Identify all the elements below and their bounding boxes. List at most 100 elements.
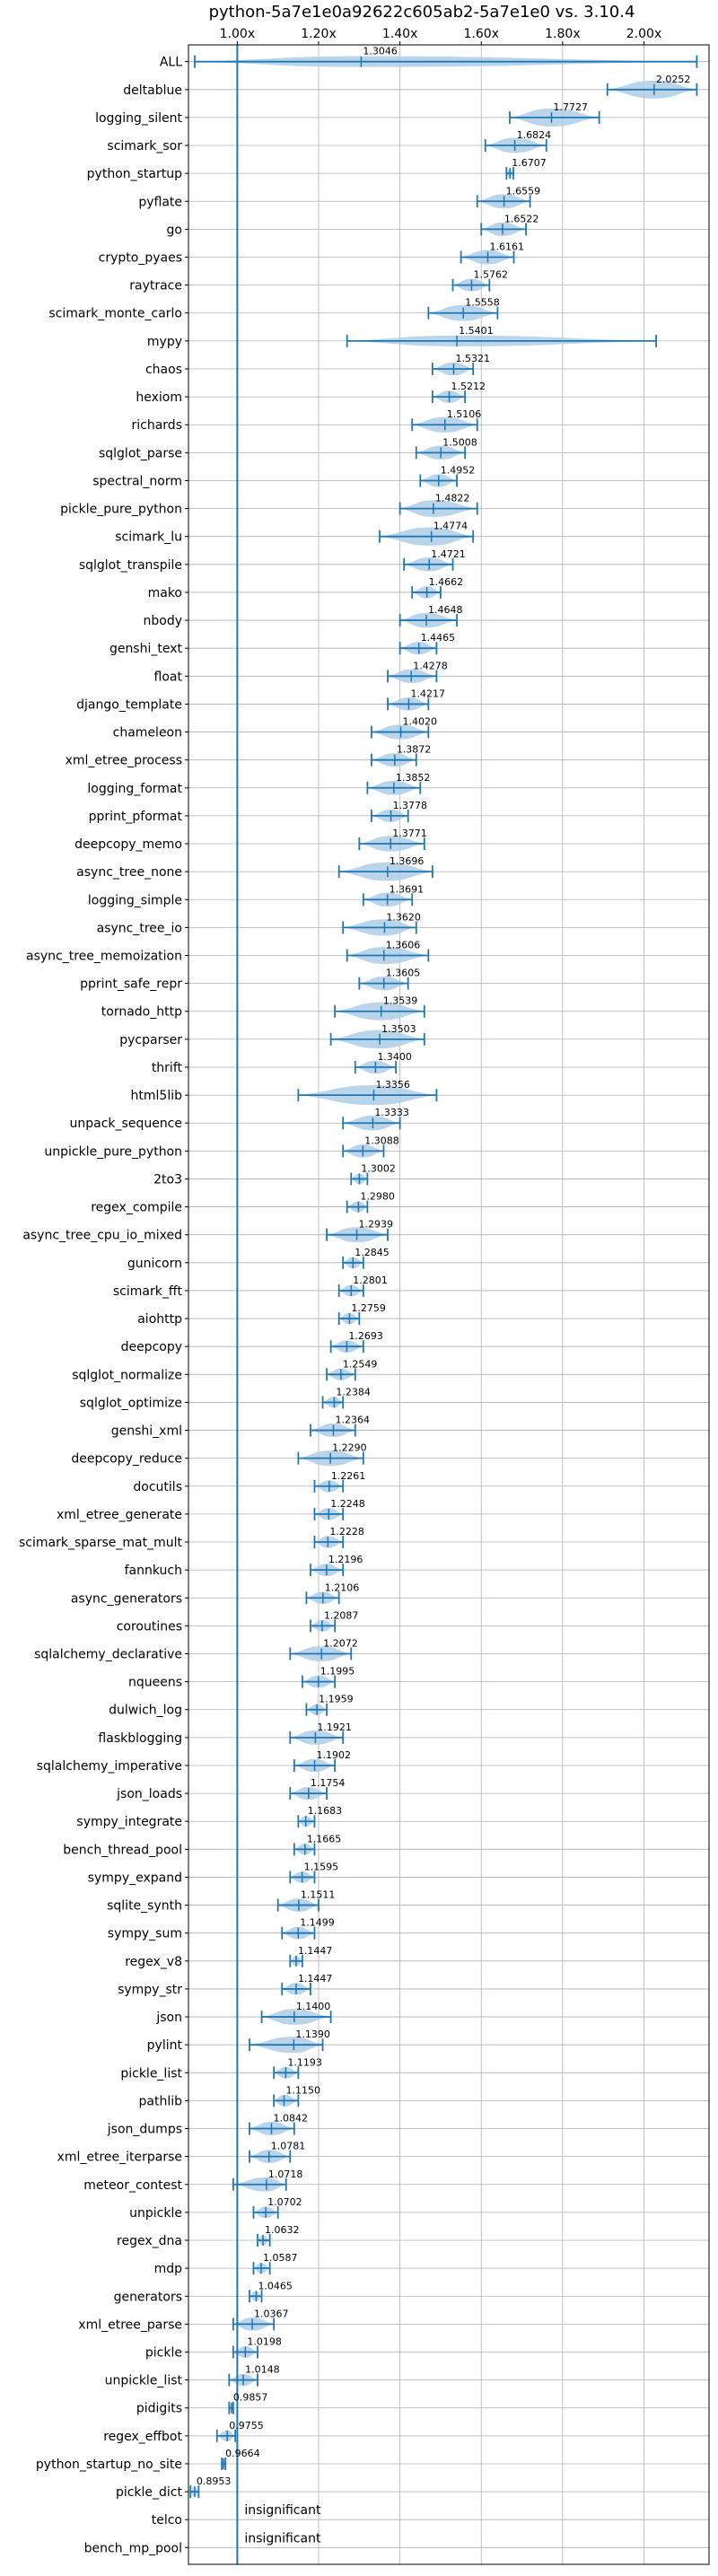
value-label: 0.9664 <box>225 2448 260 2459</box>
value-label: 1.7727 <box>554 101 589 113</box>
value-label: 1.3002 <box>361 1162 396 1174</box>
grid-lines <box>188 45 709 2564</box>
value-label: 1.1499 <box>300 1917 335 1929</box>
benchmark-name: json_dumps <box>107 2123 182 2137</box>
x-tick-label: 1.20x <box>301 27 336 41</box>
benchmark-name: chameleon <box>113 726 182 740</box>
value-label: 1.3333 <box>374 1107 409 1118</box>
benchmark-name: regex_dna <box>117 2234 182 2248</box>
benchmark-name: pprint_safe_repr <box>80 977 182 992</box>
value-label: 1.0632 <box>265 2224 300 2236</box>
value-label: 1.1921 <box>317 1722 352 1733</box>
benchmark-name: regex_effbot <box>103 2430 182 2444</box>
value-label: 1.3778 <box>393 800 428 811</box>
insignificant-note: insignificant <box>244 2531 321 2545</box>
benchmark-name: mdp <box>154 2262 183 2276</box>
value-label: 1.5762 <box>473 269 508 281</box>
value-label: 1.1902 <box>317 1749 352 1761</box>
benchmark-name: html5lib <box>131 1089 183 1103</box>
value-label: 0.8953 <box>197 2475 231 2487</box>
value-label: 1.1959 <box>319 1694 354 1705</box>
value-label: 1.5558 <box>465 297 500 309</box>
benchmark-name: generators <box>114 2290 182 2304</box>
benchmark-name: sympy_str <box>118 1983 182 1997</box>
value-label: 1.3696 <box>390 855 425 867</box>
benchmark-name: ALL <box>160 56 182 70</box>
benchmark-name: genshi_xml <box>111 1424 182 1439</box>
benchmark-name: sqlalchemy_imperative <box>37 1759 182 1774</box>
benchmark-name: raytrace <box>129 279 182 294</box>
value-label: 1.0702 <box>267 2196 302 2208</box>
value-label: 1.5212 <box>451 381 486 392</box>
benchmark-name: xml_etree_iterparse <box>57 2151 182 2165</box>
value-label: 1.1390 <box>295 2028 330 2040</box>
value-label: 1.6161 <box>490 241 525 253</box>
value-label: 1.6559 <box>506 185 541 197</box>
value-label: 1.3872 <box>397 744 432 756</box>
benchmark-name: sqlalchemy_declarative <box>34 1647 182 1661</box>
benchmark-name: pprint_pformat <box>89 810 183 824</box>
value-label: 1.4721 <box>431 548 465 560</box>
benchmark-name: aiohttp <box>137 1312 182 1327</box>
benchmark-name: pidigits <box>136 2402 182 2416</box>
value-label: 1.5008 <box>442 436 477 448</box>
benchmark-name: sympy_sum <box>108 1927 182 1941</box>
value-label: 1.3620 <box>386 911 421 923</box>
value-label: 1.3088 <box>364 1135 399 1146</box>
value-label: 1.4020 <box>403 716 438 728</box>
value-label: 2.0252 <box>656 74 691 85</box>
benchmark-name: deepcopy_memo <box>74 837 182 852</box>
value-label: 1.1447 <box>298 1973 333 1985</box>
benchmark-name: scimark_sparse_mat_mult <box>19 1536 182 1550</box>
value-label: 1.1400 <box>296 2001 331 2012</box>
benchmark-name: pathlib <box>139 2094 183 2108</box>
benchmark-name: python_startup <box>87 167 182 181</box>
benchmark-name: scimark_sor <box>107 139 182 153</box>
value-label: 1.1447 <box>298 1945 333 1957</box>
benchmark-name: sympy_expand <box>88 1871 182 1885</box>
chart-title: python-5a7e1e0a92622c605ab2-5a7e1e0 vs. … <box>209 3 635 22</box>
value-label: 1.2261 <box>331 1470 366 1482</box>
value-label: 1.2290 <box>332 1442 367 1454</box>
value-label: 1.0587 <box>263 2252 298 2264</box>
benchmark-name: deltablue <box>123 83 182 98</box>
value-label: 1.0367 <box>254 2308 289 2319</box>
value-label: 1.2087 <box>324 1609 359 1621</box>
benchmark-name: gunicorn <box>127 1257 182 1271</box>
value-label: 1.2759 <box>351 1302 386 1314</box>
value-label: 1.2845 <box>355 1247 390 1258</box>
benchmark-name: pylint <box>147 2038 183 2053</box>
value-label: 1.4662 <box>429 576 464 588</box>
benchmark-name: coroutines <box>117 1619 182 1634</box>
x-tick-label: 1.00x <box>220 27 255 41</box>
benchmark-name: genshi_text <box>109 642 183 656</box>
benchmark-name: scimark_monte_carlo <box>48 307 182 321</box>
value-label: 1.3691 <box>390 883 425 895</box>
value-label: 1.1595 <box>304 1861 339 1872</box>
value-label: 1.3605 <box>386 968 421 979</box>
plot-frame <box>188 44 710 2565</box>
benchmark-name: async_tree_cpu_io_mixed <box>22 1229 182 1243</box>
x-tick-label: 1.60x <box>464 27 499 41</box>
value-label: 1.2939 <box>359 1219 394 1231</box>
benchmark-name: xml_etree_generate <box>57 1508 182 1522</box>
benchmark-name: meteor_contest <box>83 2178 182 2193</box>
benchmark-name: json <box>155 2011 182 2025</box>
value-label: 1.2801 <box>353 1275 388 1286</box>
benchmark-name: django_template <box>76 697 182 712</box>
benchmark-name: pickle_list <box>120 2066 182 2081</box>
value-label: 1.2693 <box>348 1330 383 1342</box>
benchmark-name: fannkuch <box>125 1564 182 1578</box>
value-label: 0.9857 <box>233 2392 268 2404</box>
value-label: 1.3503 <box>381 1023 416 1035</box>
value-label: 1.3852 <box>396 772 431 784</box>
insignificant-note: insignificant <box>244 2503 321 2518</box>
benchmark-name: flaskblogging <box>98 1731 182 1746</box>
x-tick-label: 1.40x <box>382 27 417 41</box>
benchmark-name: bench_thread_pool <box>63 1843 182 1857</box>
benchmark-name: sqlglot_transpile <box>79 558 182 573</box>
value-label: 1.2384 <box>336 1386 371 1398</box>
value-label: 1.1683 <box>308 1805 343 1817</box>
x-tick-labels: 1.00x 1.20x 1.40x 1.60x 1.80x 2.00x <box>220 27 661 45</box>
benchmark-name: async_tree_memoization <box>26 950 182 964</box>
